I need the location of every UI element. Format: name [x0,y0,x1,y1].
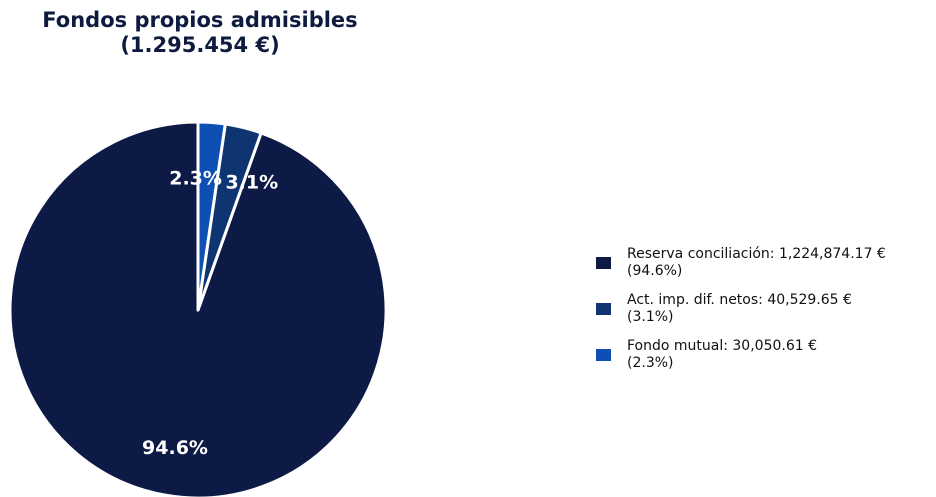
legend-item: Reserva conciliación: 1,224,874.17 € (94.… [596,246,936,280]
chart-subtitle-line: (1.295.454 €) [120,33,280,57]
pie-slice [196,120,227,312]
legend-label-value: Reserva conciliación: 1,224,874.17 € [627,246,886,262]
legend-label-percent: (2.3%) [627,355,674,371]
legend-label-value: Act. imp. dif. netos: 40,529.65 € [627,292,852,308]
chart-title-line: Fondos propios admisibles [42,8,358,32]
legend-label-value: Fondo mutual: 30,050.61 € [627,338,818,354]
legend-label-percent: (94.6%) [627,263,683,279]
legend-label-percent: (3.1%) [627,309,674,325]
legend-label: Fondo mutual: 30,050.61 € (2.3%) [627,338,817,372]
slice-label: 94.6% [142,437,208,459]
slice-label: 2.3% [169,168,222,190]
legend-swatch [596,303,611,315]
legend: Reserva conciliación: 1,224,874.17 € (94.… [596,246,936,384]
legend-swatch [596,257,611,269]
legend-swatch [596,349,611,361]
chart-title: Fondos propios admisibles (1.295.454 €) [0,8,400,58]
legend-label: Act. imp. dif. netos: 40,529.65 € (3.1%) [627,292,852,326]
legend-label: Reserva conciliación: 1,224,874.17 € (94.… [627,246,886,280]
legend-item: Act. imp. dif. netos: 40,529.65 € (3.1%) [596,292,936,326]
pie-chart: 94.6% 3.1%2.3% [8,120,388,497]
slice-label: 3.1% [225,171,278,193]
legend-item: Fondo mutual: 30,050.61 € (2.3%) [596,338,936,372]
